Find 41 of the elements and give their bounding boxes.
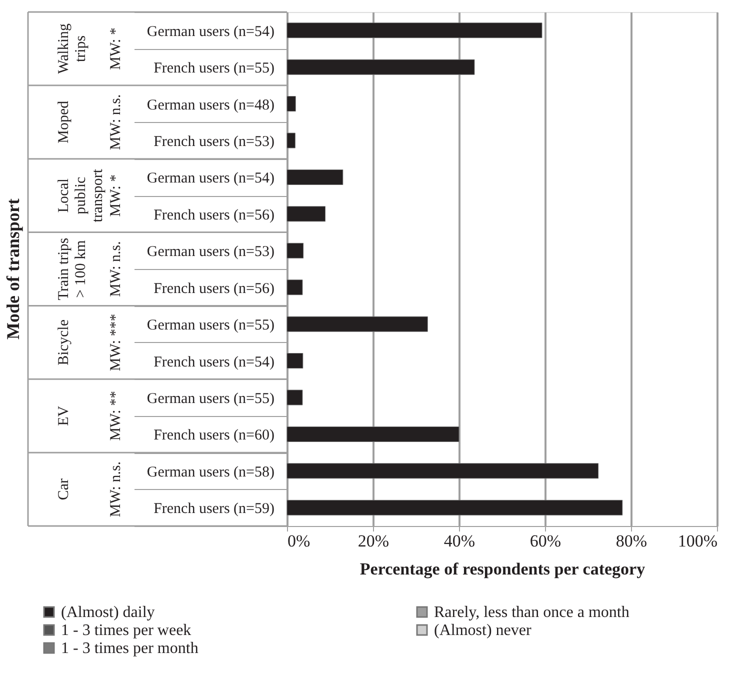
y-tick-label: French users (n=53) — [154, 134, 274, 150]
x-tick-label: 80% — [616, 532, 648, 550]
y-tick-label: French users (n=56) — [154, 280, 274, 297]
text: MW: n.s. — [108, 241, 124, 297]
text: Local public transport — [56, 168, 106, 222]
text: Train trips > 100 km — [56, 238, 89, 300]
legend-label: Rarely, less than once a month — [434, 604, 630, 621]
legend-label: (Almost) daily — [61, 604, 155, 621]
y-tick-label: German users (n=54) — [146, 170, 274, 187]
text: MW: n.s. — [108, 461, 124, 518]
text: MW: ** — [108, 390, 124, 441]
y-tick-label: German users (n=48) — [146, 97, 274, 114]
legend-label: 1 - 3 times per week — [61, 622, 192, 639]
text: MW: *** — [108, 314, 124, 372]
x-tick-label: 60% — [530, 532, 562, 550]
x-tick-label: 40% — [444, 532, 476, 550]
y-tick-label: German users (n=55) — [146, 318, 274, 334]
text: Walking trips — [56, 22, 89, 74]
text: Mode of transport — [3, 198, 23, 340]
y-tick-label: French users (n=55) — [154, 60, 274, 77]
legend-label: (Almost) never — [434, 622, 532, 639]
x-tick-label: 0% — [288, 532, 310, 550]
text: MW: * — [108, 28, 124, 70]
x-tick-label: 20% — [358, 532, 390, 550]
text: EV — [56, 406, 72, 426]
x-axis-title: Percentage of respondents per category — [360, 560, 646, 578]
y-tick-label: French users (n=56) — [154, 207, 274, 224]
text: Moped — [56, 100, 72, 144]
y-tick-label: German users (n=53) — [146, 244, 274, 260]
text: Bicycle — [56, 319, 72, 366]
y-tick-label: French users (n=54) — [154, 354, 274, 370]
y-tick-label: German users (n=55) — [146, 391, 274, 407]
y-tick-label: German users (n=58) — [146, 464, 274, 480]
y-tick-label: French users (n=60) — [154, 428, 274, 444]
text: MW: * — [108, 174, 124, 217]
x-tick-label: 100% — [678, 532, 718, 550]
text: Car — [56, 478, 72, 500]
legend-label: 1 - 3 times per month — [61, 640, 198, 657]
text: MW: n.s. — [108, 94, 124, 150]
y-tick-label: German users (n=54) — [146, 24, 274, 40]
y-tick-label: French users (n=59) — [154, 501, 274, 518]
